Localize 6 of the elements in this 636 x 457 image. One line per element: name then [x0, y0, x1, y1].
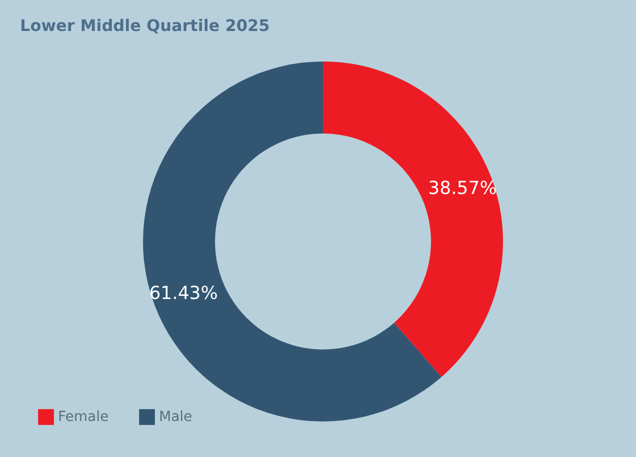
donut-slice: [323, 62, 503, 378]
data-label: 38.57%: [428, 178, 497, 200]
legend-label: Male: [159, 409, 192, 426]
legend-label: Female: [58, 409, 109, 426]
data-label: 61.43%: [149, 282, 218, 304]
chart-title: Lower Middle Quartile 2025: [20, 16, 270, 35]
